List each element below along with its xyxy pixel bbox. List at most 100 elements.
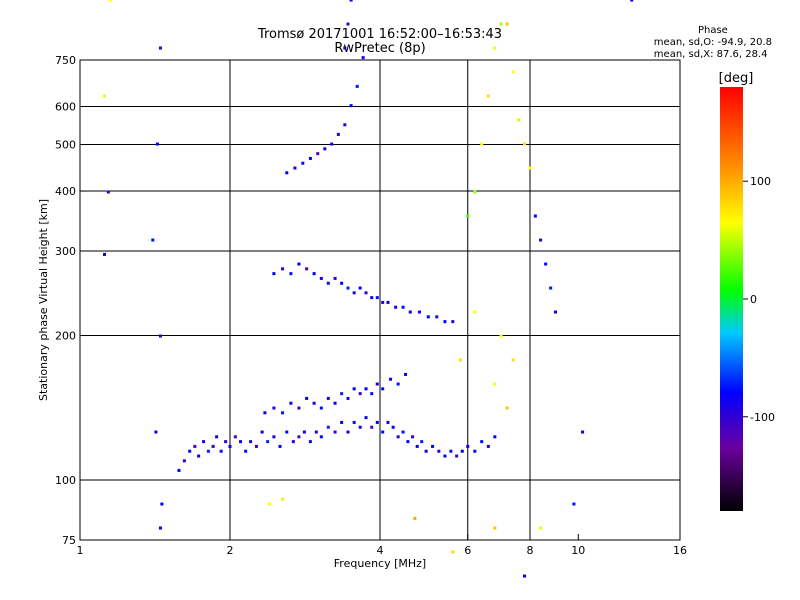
data-point <box>272 406 276 410</box>
data-point <box>539 238 543 242</box>
data-point <box>349 0 353 2</box>
data-point <box>305 396 309 400</box>
data-point <box>370 392 374 396</box>
data-point <box>358 392 362 396</box>
x-tick-label: 4 <box>377 544 384 557</box>
data-point <box>581 430 585 434</box>
data-point <box>493 435 497 439</box>
data-point <box>278 444 282 448</box>
data-point <box>319 276 323 280</box>
x-tick-label: 16 <box>673 544 687 557</box>
data-point <box>451 550 455 554</box>
data-point <box>361 56 365 60</box>
data-point <box>511 358 515 362</box>
data-point <box>305 267 309 271</box>
data-point <box>301 161 305 165</box>
colorbar <box>720 87 743 511</box>
data-points <box>103 0 634 578</box>
data-point <box>391 425 395 429</box>
y-tick-label: 500 <box>55 139 76 152</box>
x-tick-label: 8 <box>527 544 534 557</box>
data-point <box>323 147 327 151</box>
data-point <box>466 214 470 218</box>
data-point <box>302 430 306 434</box>
data-point <box>326 425 330 429</box>
data-point <box>285 430 289 434</box>
data-point <box>244 449 248 453</box>
data-point <box>533 214 537 218</box>
data-point <box>308 156 312 160</box>
data-point <box>417 310 421 314</box>
y-tick-label: 200 <box>55 330 76 343</box>
data-point <box>188 449 192 453</box>
data-point <box>458 358 462 362</box>
x-axis-label: Frequency [MHz] <box>334 557 426 570</box>
data-point <box>431 444 435 448</box>
data-point <box>297 406 301 410</box>
y-tick-label: 100 <box>55 474 76 487</box>
data-point <box>151 238 155 242</box>
data-point <box>333 276 337 280</box>
data-point <box>630 0 634 2</box>
data-point <box>517 118 521 122</box>
data-point <box>473 190 477 194</box>
phase-stats: Phase mean, sd,O: -94.9, 20.8 mean, sd,X… <box>654 25 772 61</box>
y-tick-label: 75 <box>62 534 76 547</box>
data-point <box>343 46 347 50</box>
x-tick-label: 2 <box>227 544 234 557</box>
data-point <box>544 262 548 266</box>
data-point <box>108 0 112 2</box>
chart-subtitle: RwPretec (8p) <box>334 41 426 56</box>
data-point <box>493 526 497 530</box>
data-point <box>401 430 405 434</box>
data-point <box>206 449 210 453</box>
data-point <box>263 411 267 415</box>
colorbar-tick-label: 100 <box>750 175 771 188</box>
data-point <box>319 406 323 410</box>
colorbar-tick-label: -100 <box>750 411 775 424</box>
x-tick-label: 1 <box>77 544 84 557</box>
data-point <box>364 291 368 295</box>
data-point <box>272 435 276 439</box>
x-tick-label: 10 <box>571 544 585 557</box>
data-point <box>285 171 289 175</box>
data-point <box>316 152 320 156</box>
data-point <box>386 420 390 424</box>
data-point <box>493 46 497 50</box>
data-point <box>211 444 215 448</box>
data-point <box>473 310 477 314</box>
data-point <box>340 392 344 396</box>
data-point <box>381 387 385 391</box>
data-point <box>281 267 285 271</box>
colorbar-ticks: 100 0 -100 <box>743 175 775 424</box>
data-point <box>358 425 362 429</box>
data-point <box>381 300 385 304</box>
data-point <box>403 372 407 376</box>
data-point <box>523 142 527 146</box>
data-point <box>415 444 419 448</box>
data-point <box>330 142 334 146</box>
data-point <box>333 401 337 405</box>
data-point <box>451 320 455 324</box>
data-point <box>480 142 484 146</box>
data-point <box>340 420 344 424</box>
data-point <box>326 396 330 400</box>
data-point <box>272 272 276 276</box>
data-point <box>505 22 509 26</box>
data-point <box>443 320 447 324</box>
y-tick-label: 750 <box>55 54 76 67</box>
data-point <box>375 382 379 386</box>
data-point <box>215 435 219 439</box>
data-point <box>336 132 340 136</box>
data-point <box>375 420 379 424</box>
data-point <box>406 440 410 444</box>
y-tick-label: 600 <box>55 101 76 114</box>
data-point <box>466 444 470 448</box>
data-point <box>396 382 400 386</box>
x-tick-label: 6 <box>464 544 471 557</box>
data-point <box>480 440 484 444</box>
data-point <box>473 449 477 453</box>
data-point <box>408 310 412 314</box>
data-point <box>326 281 330 285</box>
